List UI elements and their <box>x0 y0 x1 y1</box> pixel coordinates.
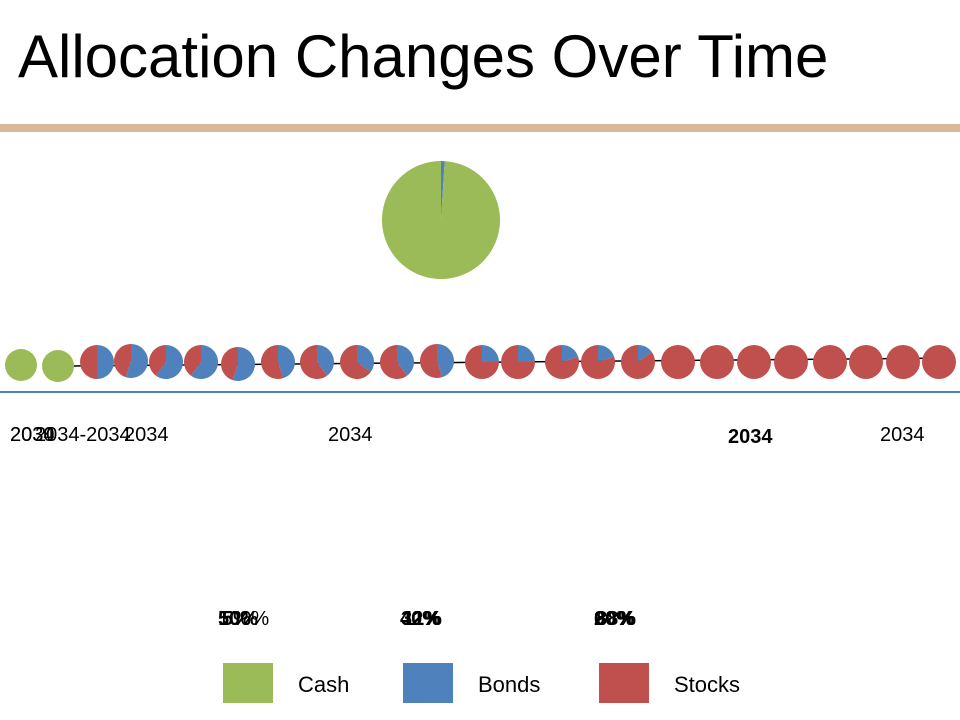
pie-slice-stocks <box>380 345 407 379</box>
legend-swatch-cash <box>223 663 273 703</box>
pie-slice-bonds <box>397 345 415 376</box>
pie-slice-stocks <box>774 345 808 379</box>
percent-label: 50% <box>218 608 259 630</box>
year-label: 2034 <box>124 424 169 446</box>
pie-slice-stocks <box>261 345 284 379</box>
pie-slice-bonds <box>278 345 296 379</box>
legend-swatch-stocks <box>599 663 649 703</box>
allocation-pie <box>501 345 535 379</box>
legend-swatch-bonds <box>403 663 453 703</box>
pie-slice-stocks <box>813 345 847 379</box>
pie-slice-bonds <box>317 345 335 376</box>
allocation-pie <box>340 344 374 379</box>
percent-label: 5% <box>222 608 251 630</box>
allocation-pie <box>300 345 335 379</box>
pie-slice-bonds <box>562 345 579 362</box>
pie-slice-stocks <box>465 345 499 379</box>
allocation-pie <box>42 350 74 382</box>
pie-slice-cash <box>42 350 74 382</box>
year-label: 2030 <box>10 424 55 446</box>
pie-slice-stocks <box>340 344 371 379</box>
pie-slice-stocks <box>113 344 131 378</box>
pie-slice-stocks <box>183 345 201 376</box>
percent-label: 20% <box>594 608 635 630</box>
percent-label: 100% <box>218 608 270 630</box>
pie-slice-bonds <box>125 344 148 378</box>
pie-slice-bonds <box>156 345 183 379</box>
allocation-pie <box>220 347 255 381</box>
allocation-pie <box>922 345 956 379</box>
pie-slice-bonds <box>518 345 535 362</box>
pie-slice-stocks <box>737 345 771 379</box>
slide-title: Allocation Changes Over Time <box>18 23 829 90</box>
allocation-pie <box>661 345 695 379</box>
pie-slice-stocks <box>849 345 883 379</box>
allocation-pie <box>886 345 920 379</box>
allocation-pie <box>465 345 499 379</box>
pie-slice-bonds <box>97 345 114 379</box>
year-label: 2034 <box>328 424 373 446</box>
allocation-pie <box>80 345 114 379</box>
allocation-pie <box>621 345 655 379</box>
pie-slice-bonds <box>638 345 652 362</box>
year-label: 2034-2034 <box>35 424 131 446</box>
pie-slice-stocks <box>80 345 97 379</box>
pie-slice-bonds <box>598 345 615 362</box>
pie-slice-stocks <box>581 345 615 379</box>
percent-label: 88% <box>596 608 637 630</box>
allocation-pie <box>849 345 883 379</box>
pie-slice-cash <box>5 349 37 381</box>
pie-slice-bonds <box>357 345 374 372</box>
allocation-pie <box>148 345 183 379</box>
allocation-pie <box>581 345 615 379</box>
pie-slice-bonds <box>232 347 255 381</box>
pie-slice-stocks <box>220 347 238 381</box>
allocation-pie-timeline <box>0 161 960 393</box>
pie-slice-stocks <box>545 345 579 379</box>
pie-slice-stocks <box>661 345 695 379</box>
pie-slice-stocks <box>300 345 327 379</box>
pie-slice-bonds <box>441 161 445 220</box>
allocation-pie <box>380 345 415 379</box>
pie-slice-stocks <box>621 345 655 379</box>
allocation-pie <box>183 345 218 379</box>
pie-slice-stocks <box>420 344 443 378</box>
pie-slice-stocks <box>886 345 920 379</box>
percent-label: 40% <box>400 608 441 630</box>
pie-slice-stocks <box>501 345 535 379</box>
allocation-pie <box>113 344 148 378</box>
percent-label: 32% <box>401 608 442 630</box>
featured-allocation-pie <box>382 161 501 279</box>
percent-label: 60% <box>594 608 635 630</box>
allocation-pie <box>545 345 579 379</box>
year-label: 2034 <box>10 424 55 446</box>
allocation-pie <box>813 345 847 379</box>
pie-slice-cash <box>382 161 501 279</box>
legend-label-stocks: Stocks <box>674 672 741 697</box>
pie-slice-stocks <box>700 345 734 379</box>
pie-slice-bonds <box>437 344 455 378</box>
pie-slice-stocks <box>922 345 956 379</box>
year-label: 2034 <box>728 426 773 448</box>
allocation-pie <box>261 345 296 379</box>
pie-slice-bonds <box>482 345 499 362</box>
allocation-pie <box>737 345 771 379</box>
allocation-pie <box>5 349 37 381</box>
legend-label-bonds: Bonds <box>478 672 541 697</box>
allocation-pie <box>774 345 808 379</box>
legend-label-cash: Cash <box>298 672 350 697</box>
pie-slice-stocks <box>148 345 166 376</box>
pie-slice-bonds <box>191 345 218 379</box>
allocation-pie <box>700 345 734 379</box>
year-label: 2034 <box>880 424 925 446</box>
percent-label: 11% <box>403 608 442 630</box>
allocation-pie <box>420 344 455 378</box>
title-divider <box>0 124 960 132</box>
